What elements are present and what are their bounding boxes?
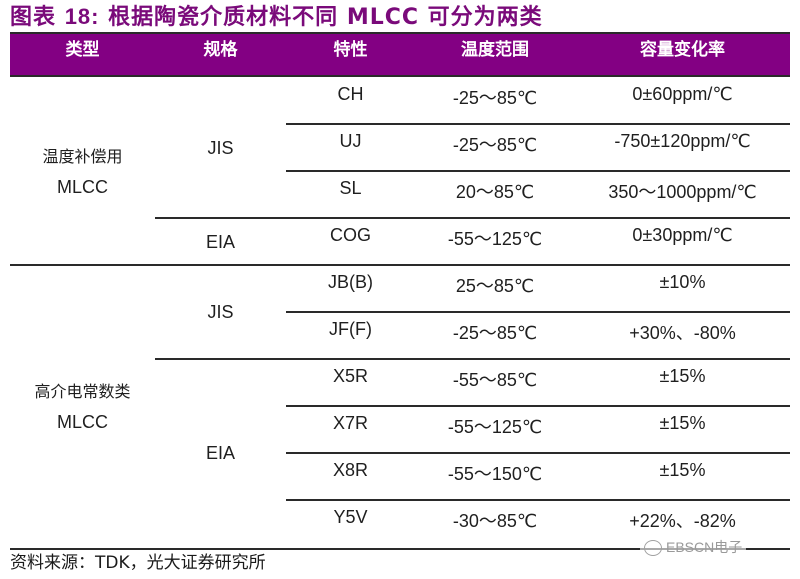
- temp-cell: 25～85℃: [455, 276, 535, 296]
- figure-title-text: 根据陶瓷介质材料不同 MLCC 可分为两类: [108, 5, 543, 30]
- temp-cell: -55～125℃: [447, 417, 543, 437]
- temp-cell: -55～125℃: [447, 229, 543, 249]
- type-label-line1: 高介电常数类: [34, 382, 131, 401]
- row-divider: [286, 405, 790, 407]
- temp-cell: 20～85℃: [455, 182, 535, 202]
- header-temp-range: 温度范围: [461, 40, 529, 60]
- char-cell: X8R: [332, 460, 368, 480]
- cap-cell: ±15%: [659, 366, 706, 386]
- source-note: 资料来源：TDK，光大证券研究所: [10, 553, 266, 573]
- spec-cell: EIA: [205, 443, 235, 463]
- header-type: 类型: [65, 40, 100, 60]
- type-cell-temp-compensation: 温度补偿用 MLCC: [10, 78, 155, 265]
- cap-cell: +30%、-80%: [629, 323, 736, 343]
- header-characteristic: 特性: [333, 40, 368, 60]
- row-divider: [286, 452, 790, 454]
- row-divider: [286, 311, 790, 313]
- temp-cell: -55～85℃: [452, 370, 538, 390]
- char-cell: SL: [339, 178, 362, 198]
- cap-cell: 0±60ppm/℃: [632, 84, 733, 104]
- cap-cell: ±15%: [659, 413, 706, 433]
- table-header: 类型 规格 特性 温度范围 容量变化率: [10, 32, 790, 77]
- figure-title: 图表 18: 根据陶瓷介质材料不同 MLCC 可分为两类: [10, 2, 543, 32]
- spec-cell: EIA: [205, 231, 235, 252]
- type-label-line1: 温度补偿用: [42, 146, 123, 166]
- char-cell: JF(F): [329, 319, 372, 339]
- temp-cell: -55～150℃: [447, 464, 543, 484]
- cap-cell: ±10%: [659, 272, 706, 292]
- cap-cell: 350～1000ppm/℃: [608, 182, 757, 202]
- row-divider: [286, 123, 790, 125]
- temp-cell: -30～85℃: [452, 511, 538, 531]
- char-cell: Y5V: [333, 507, 368, 527]
- temp-cell: -25～85℃: [452, 323, 538, 343]
- row-divider: [155, 217, 790, 219]
- temp-cell: -25～85℃: [452, 88, 538, 108]
- group-divider: [10, 264, 790, 266]
- row-divider: [155, 358, 790, 360]
- char-cell: X5R: [332, 366, 368, 386]
- cap-cell: +22%、-82%: [629, 511, 736, 531]
- row-divider: [286, 170, 790, 172]
- char-cell: X7R: [332, 413, 368, 433]
- char-cell: COG: [329, 225, 371, 245]
- header-spec: 规格: [203, 40, 238, 60]
- type-label-line2: MLCC: [56, 176, 108, 197]
- char-cell: JB(B): [328, 272, 373, 292]
- spec-cell: JIS: [207, 138, 234, 158]
- figure-title-prefix: 图表: [10, 5, 57, 30]
- wechat-icon: [644, 540, 662, 557]
- watermark-text: EBSCN电子: [666, 539, 743, 555]
- spec-cell: JIS: [207, 302, 234, 322]
- temp-cell: -25～85℃: [452, 135, 538, 155]
- watermark: EBSCN电子: [640, 536, 747, 558]
- header-capacitance-change: 容量变化率: [640, 40, 725, 60]
- cap-cell: ±15%: [659, 460, 706, 480]
- char-cell: CH: [337, 84, 364, 104]
- type-label-line2: MLCC: [56, 412, 108, 432]
- cap-cell: 0±30ppm/℃: [632, 225, 733, 245]
- row-divider: [286, 499, 790, 501]
- figure-title-number: 18:: [64, 4, 100, 29]
- type-cell-high-dielectric: 高介电常数类 MLCC: [10, 266, 155, 548]
- cap-cell: -750±120ppm/℃: [614, 131, 751, 151]
- char-cell: UJ: [339, 131, 362, 151]
- table-bottom-rule: [10, 548, 790, 550]
